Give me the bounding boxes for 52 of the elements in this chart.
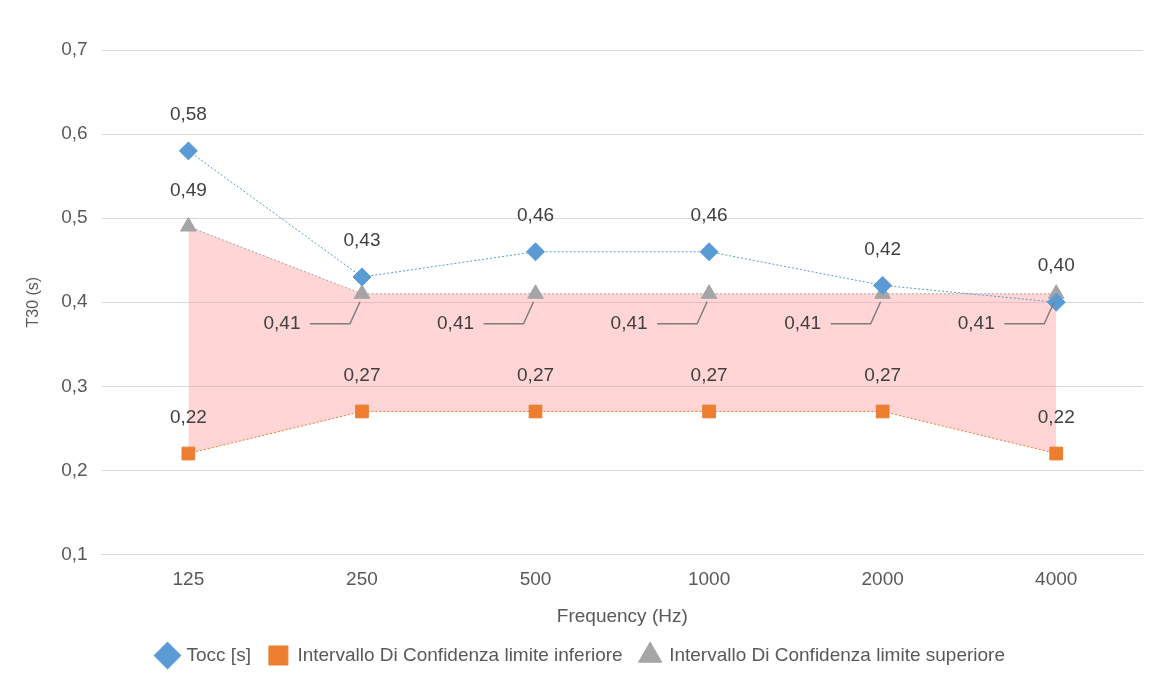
point bbox=[353, 284, 371, 299]
y-tick-label: 0,7 bbox=[61, 38, 88, 60]
point bbox=[700, 284, 718, 299]
point bbox=[702, 404, 716, 419]
data-label: 0,27 bbox=[517, 363, 555, 385]
data-label: 0,41 bbox=[610, 312, 648, 334]
x-tick-label: 125 bbox=[172, 568, 205, 590]
data-label: 0,49 bbox=[169, 178, 207, 200]
data-label: 0,27 bbox=[690, 363, 728, 385]
point bbox=[527, 284, 544, 299]
point bbox=[181, 446, 196, 461]
point bbox=[699, 242, 719, 262]
legend-label: Intervallo Di Confidenza limite superiore bbox=[669, 643, 1005, 665]
data-label: 0,27 bbox=[864, 363, 902, 385]
y-tick-label: 0,3 bbox=[61, 374, 88, 396]
data-label: 0,58 bbox=[169, 103, 207, 125]
x-tick-label: 1000 bbox=[687, 568, 731, 590]
legend-label: Intervallo Di Confidenza limite inferiore bbox=[297, 643, 623, 665]
x-tick-label: 250 bbox=[346, 568, 378, 590]
data-label: 0,46 bbox=[517, 203, 555, 225]
y-axis-title: T30 (s) bbox=[24, 276, 42, 328]
legend-label: Tocc [s] bbox=[186, 643, 251, 665]
point bbox=[873, 275, 893, 295]
data-label: 0,27 bbox=[343, 363, 381, 385]
data-label: 0,41 bbox=[957, 312, 995, 334]
y-tick-label: 0,6 bbox=[61, 122, 88, 144]
data-label: 0,22 bbox=[1037, 405, 1075, 427]
point bbox=[875, 404, 890, 419]
y-tick-label: 0,4 bbox=[61, 290, 89, 312]
point bbox=[526, 242, 546, 262]
data-label: 0,46 bbox=[690, 203, 728, 225]
x-axis-title: Frequency (Hz) bbox=[556, 604, 688, 626]
point bbox=[178, 141, 198, 161]
data-label: 0,22 bbox=[169, 405, 207, 427]
data-label: 0,41 bbox=[437, 312, 475, 334]
y-tick-label: 0,5 bbox=[61, 206, 88, 228]
point bbox=[355, 404, 369, 419]
point bbox=[180, 217, 197, 232]
y-tick-label: 0,1 bbox=[61, 542, 88, 564]
point bbox=[1046, 292, 1066, 312]
point bbox=[352, 267, 372, 287]
data-label: 0,42 bbox=[864, 237, 902, 259]
data-label: 0,43 bbox=[343, 229, 381, 251]
x-tick-label: 4000 bbox=[1035, 568, 1078, 590]
y-tick-label: 0,2 bbox=[61, 458, 88, 480]
data-label: 0,40 bbox=[1037, 254, 1075, 276]
x-tick-label: 2000 bbox=[861, 568, 904, 590]
data-label: 0,41 bbox=[263, 312, 301, 334]
point bbox=[1049, 446, 1064, 461]
data-label: 0,41 bbox=[784, 312, 822, 334]
x-tick-label: 500 bbox=[519, 568, 552, 590]
point bbox=[528, 404, 543, 419]
